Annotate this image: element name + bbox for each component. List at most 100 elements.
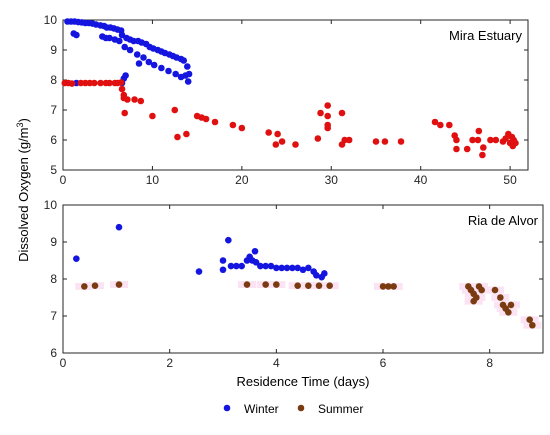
ria-winter-point-19 <box>283 264 291 272</box>
mira-x-tick-label-0: 0 <box>60 173 67 187</box>
ria-winter-point-15 <box>262 262 269 270</box>
mira-summer-point-58 <box>479 151 486 159</box>
ria-alvor-panel: 0 2 4 6 8 6 7 8 9 10 Ria de Alvor <box>44 198 544 370</box>
ria-winter-point-5 <box>219 266 227 274</box>
ria-summer-point-19 <box>470 297 477 305</box>
mira-summer-point-43 <box>345 136 353 144</box>
ria-summer-point-8 <box>315 282 323 289</box>
mira-summer-point-34 <box>292 141 299 148</box>
ria-winter-point-4 <box>219 257 227 264</box>
mira-x-ticks: 0 10 20 30 40 50 <box>60 20 517 187</box>
ria-winter-point-17 <box>273 264 280 272</box>
mira-x-tick-label-5: 50 <box>503 173 517 187</box>
mira-y-tick-label-5: 10 <box>44 13 58 27</box>
ria-points <box>73 223 536 329</box>
mira-summer-point-27 <box>211 118 219 126</box>
ria-winter-point-13 <box>252 259 260 266</box>
mira-x-tick-label-3: 30 <box>325 173 339 187</box>
mira-summer-point-13 <box>118 85 126 93</box>
ria-winter-point-18 <box>278 264 285 272</box>
mira-y-tick-label-0: 5 <box>50 163 57 177</box>
mira-summer-point-23 <box>183 130 190 138</box>
mira-summer-point-19 <box>121 109 129 117</box>
mira-summer-point-37 <box>324 102 331 109</box>
mira-summer-point-9 <box>106 79 113 87</box>
mira-winter-point-39 <box>180 57 188 64</box>
mira-summer-point-38 <box>324 112 331 120</box>
mira-summer-point-59 <box>479 144 487 151</box>
mira-summer-point-16 <box>124 96 131 103</box>
mira-title: Mira Estuary <box>449 28 522 43</box>
mira-summer-point-52 <box>453 136 460 144</box>
ria-winter-point-25 <box>313 272 320 279</box>
mira-summer-point-6 <box>90 79 98 87</box>
mira-summer-point-35 <box>314 135 322 142</box>
mira-summer-point-54 <box>463 145 471 153</box>
legend: Winter Summer <box>223 402 363 416</box>
mira-x-tick-label-2: 20 <box>235 173 249 187</box>
mira-plot-frame <box>62 19 529 171</box>
mira-summer-point-30 <box>265 129 272 136</box>
ria-summer-point-10 <box>379 283 387 290</box>
mira-y-tick-label-2: 7 <box>50 103 57 117</box>
ria-x-tick-label-4: 8 <box>486 356 493 370</box>
ria-summer-point-5 <box>273 281 280 288</box>
mira-summer-point-47 <box>397 138 405 145</box>
legend-winter-label: Winter <box>244 402 279 416</box>
mira-y-tick-label-1: 6 <box>50 133 57 147</box>
mira-winter-point-43 <box>140 54 147 61</box>
mira-winter-point-54 <box>135 60 143 67</box>
ria-winter-point-2 <box>195 268 203 275</box>
mira-summer-point-29 <box>238 124 246 132</box>
mira-summer-point-32 <box>272 141 280 148</box>
mira-summer-point-17 <box>131 96 138 103</box>
ria-x-tick-label-1: 2 <box>166 356 173 370</box>
mira-summer-point-50 <box>446 121 453 129</box>
ria-winter-point-0 <box>73 255 80 262</box>
mira-winter-point-44 <box>145 58 153 66</box>
ria-winter-point-7 <box>233 262 240 270</box>
ria-summer-point-20 <box>491 286 499 294</box>
ria-winter-point-6 <box>227 262 235 270</box>
mira-summer-point-26 <box>202 115 210 123</box>
mira-summer-point-31 <box>274 130 281 138</box>
mira-winter-point-42 <box>133 51 141 58</box>
mira-summer-point-18 <box>137 97 145 105</box>
mira-winter-point-52 <box>185 70 193 78</box>
mira-estuary-panel: 0 10 20 30 40 50 5 6 7 8 9 10 Mira Estuary <box>44 13 529 187</box>
mira-summer-point-60 <box>487 136 494 144</box>
ria-winter-point-3 <box>225 236 232 244</box>
mira-y-tick-label-3: 8 <box>50 73 57 87</box>
ria-summer-point-7 <box>305 282 312 289</box>
mira-summer-point-45 <box>372 138 380 145</box>
mira-winter-point-40 <box>121 43 129 51</box>
ria-summer-point-3 <box>243 281 251 288</box>
ria-summer-point-0 <box>81 283 88 290</box>
ria-x-ticks: 0 2 4 6 8 <box>60 205 493 370</box>
mira-y-ticks: 5 6 7 8 9 10 <box>44 13 528 177</box>
legend-summer-marker <box>297 404 305 412</box>
ria-x-tick-label-0: 0 <box>60 356 67 370</box>
mira-winter-point-53 <box>183 63 191 70</box>
ria-winter-point-8 <box>238 262 245 270</box>
ria-winter-point-20 <box>289 264 296 272</box>
mira-summer-point-61 <box>492 136 500 144</box>
ria-y-tick-label-4: 10 <box>44 198 58 212</box>
ria-summer-point-6 <box>294 282 301 289</box>
ria-summer-point-11 <box>385 283 392 290</box>
ria-winter-point-16 <box>267 262 275 270</box>
ria-summer-point-1 <box>91 282 99 289</box>
ria-summer-point-21 <box>497 294 504 301</box>
mira-summer-point-36 <box>317 109 324 117</box>
mira-summer-point-20 <box>149 112 156 120</box>
mira-winter-point-45 <box>150 61 158 69</box>
mira-summer-point-21 <box>171 106 179 114</box>
mira-winter-point-20 <box>106 34 113 42</box>
ria-summer-point-18 <box>478 286 485 294</box>
mira-summer-point-55 <box>469 136 476 144</box>
legend-winter-marker <box>223 404 231 412</box>
ria-y-tick-label-0: 6 <box>50 346 57 360</box>
ria-winter-point-21 <box>294 264 301 272</box>
